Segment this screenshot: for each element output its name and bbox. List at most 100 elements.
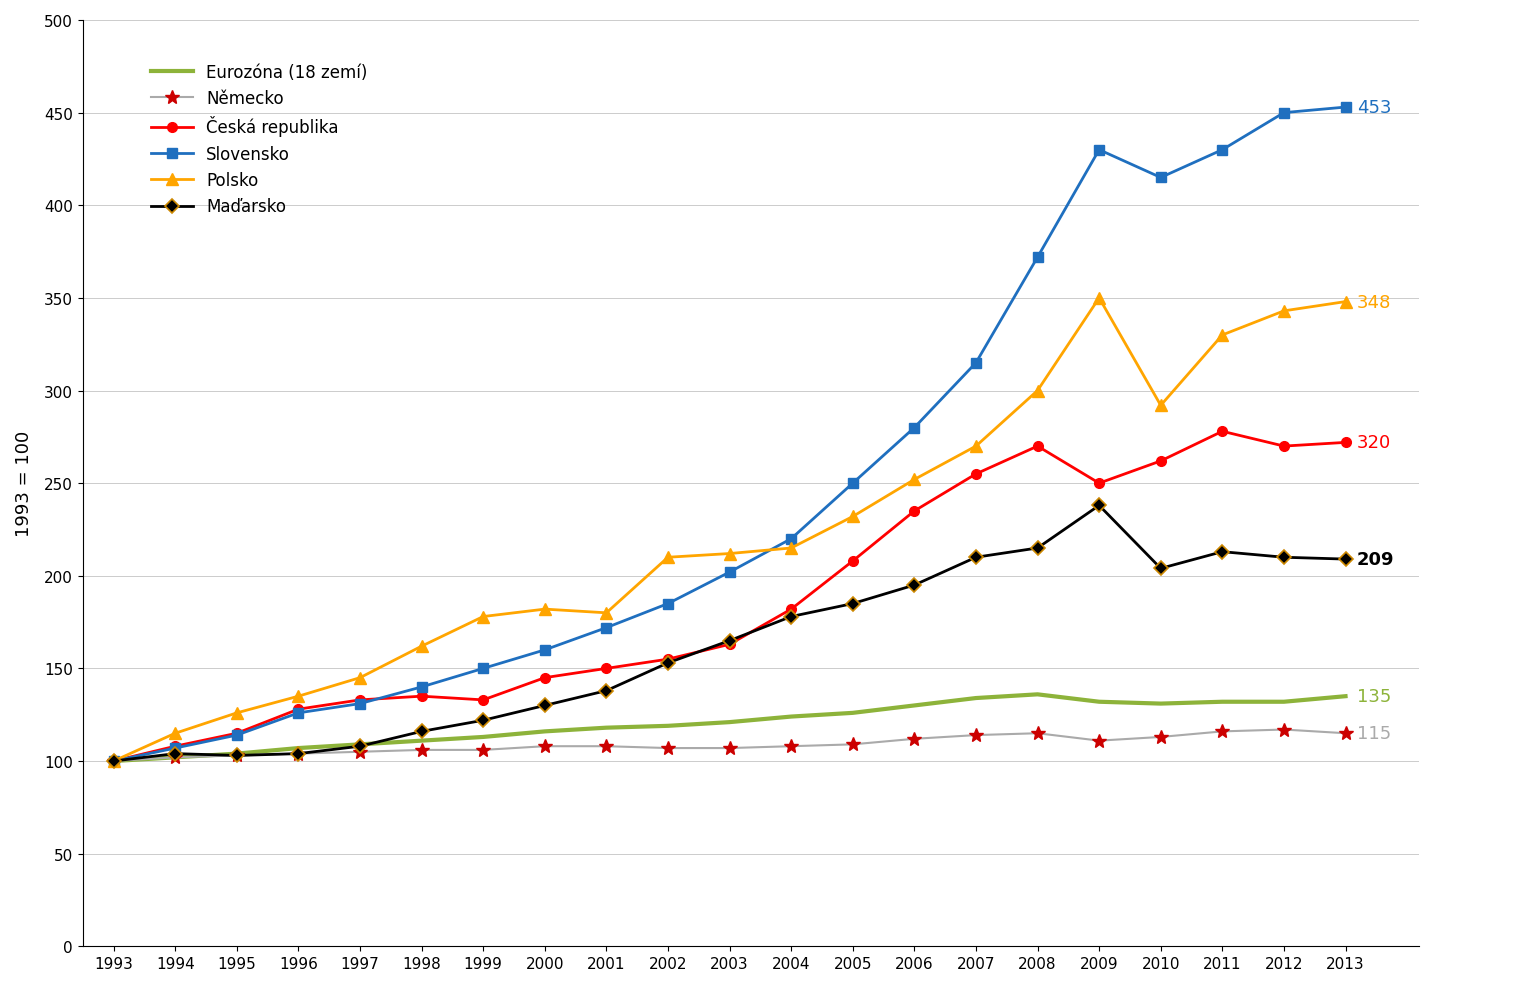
Y-axis label: 1993 = 100: 1993 = 100 (15, 431, 34, 536)
Česká republika (536, 672, 554, 684)
Eurozóna (18 zemí) (659, 720, 678, 732)
Německo (905, 734, 923, 745)
Maďarsko (166, 748, 185, 760)
Polsko (659, 552, 678, 564)
Eurozóna (18 zemí) (905, 700, 923, 712)
Polsko (1213, 329, 1231, 341)
Německo (475, 744, 493, 756)
Německo (659, 742, 678, 754)
Slovensko (227, 730, 246, 741)
Eurozóna (18 zemí) (536, 726, 554, 738)
Maďarsko (1029, 542, 1047, 554)
Polsko (475, 611, 493, 623)
Polsko (1090, 293, 1108, 305)
Eurozóna (18 zemí) (1274, 696, 1293, 708)
Text: 348: 348 (1357, 293, 1392, 312)
Česká republika (1337, 437, 1355, 449)
Slovensko (536, 644, 554, 656)
Text: 115: 115 (1357, 725, 1390, 742)
Line: Slovensko: Slovensko (108, 104, 1351, 766)
Slovensko (781, 533, 800, 545)
Německo (720, 742, 739, 754)
Eurozóna (18 zemí) (166, 751, 185, 763)
Eurozóna (18 zemí) (1090, 696, 1108, 708)
Slovensko (475, 663, 493, 674)
Polsko (166, 728, 185, 740)
Německo (597, 740, 615, 752)
Polsko (1337, 297, 1355, 309)
Polsko (351, 672, 369, 684)
Maďarsko (597, 685, 615, 697)
Slovensko (104, 755, 122, 767)
Maďarsko (227, 749, 246, 761)
Eurozóna (18 zemí) (227, 748, 246, 760)
Slovensko (1274, 107, 1293, 119)
Maďarsko (536, 700, 554, 712)
Česká republika (1090, 478, 1108, 490)
Line: Maďarsko: Maďarsko (108, 501, 1351, 766)
Slovensko (597, 622, 615, 634)
Polsko (227, 707, 246, 719)
Eurozóna (18 zemí) (1337, 690, 1355, 702)
Polsko (781, 542, 800, 554)
Polsko (967, 441, 986, 453)
Maďarsko (1090, 500, 1108, 512)
Slovensko (967, 358, 986, 370)
Česká republika (1213, 426, 1231, 438)
Česká republika (1274, 441, 1293, 453)
Německo (1152, 732, 1170, 743)
Česká republika (227, 728, 246, 740)
Maďarsko (905, 580, 923, 592)
Eurozóna (18 zemí) (781, 711, 800, 723)
Česká republika (412, 690, 430, 702)
Slovensko (351, 698, 369, 710)
Maďarsko (412, 726, 430, 738)
Česká republika (1152, 456, 1170, 467)
Slovensko (1213, 145, 1231, 157)
Eurozóna (18 zemí) (1152, 698, 1170, 710)
Eurozóna (18 zemí) (1213, 696, 1231, 708)
Maďarsko (844, 599, 862, 610)
Německo (781, 740, 800, 752)
Slovensko (1029, 252, 1047, 264)
Německo (536, 740, 554, 752)
Česká republika (720, 639, 739, 651)
Česká republika (781, 603, 800, 615)
Maďarsko (1337, 553, 1355, 565)
Maďarsko (1152, 563, 1170, 575)
Německo (1213, 726, 1231, 738)
Slovensko (1337, 102, 1355, 113)
Eurozóna (18 zemí) (412, 735, 430, 746)
Polsko (536, 603, 554, 615)
Slovensko (290, 707, 308, 719)
Maďarsko (659, 658, 678, 669)
Maďarsko (475, 715, 493, 727)
Slovensko (844, 478, 862, 490)
Line: Eurozóna (18 zemí): Eurozóna (18 zemí) (113, 694, 1346, 761)
Eurozóna (18 zemí) (475, 732, 493, 743)
Text: 453: 453 (1357, 99, 1392, 117)
Německo (412, 744, 430, 756)
Text: 209: 209 (1357, 550, 1395, 569)
Česká republika (351, 694, 369, 706)
Polsko (597, 607, 615, 619)
Německo (104, 755, 122, 767)
Polsko (1274, 306, 1293, 317)
Německo (227, 749, 246, 761)
Česká republika (475, 694, 493, 706)
Česká republika (104, 755, 122, 767)
Německo (1090, 735, 1108, 746)
Polsko (905, 474, 923, 486)
Německo (166, 751, 185, 763)
Maďarsko (290, 748, 308, 760)
Polsko (844, 511, 862, 523)
Polsko (1152, 400, 1170, 412)
Česká republika (597, 663, 615, 674)
Německo (1029, 728, 1047, 740)
Polsko (412, 641, 430, 653)
Německo (844, 739, 862, 750)
Německo (967, 730, 986, 741)
Německo (1337, 728, 1355, 740)
Eurozóna (18 zemí) (844, 707, 862, 719)
Eurozóna (18 zemí) (597, 722, 615, 734)
